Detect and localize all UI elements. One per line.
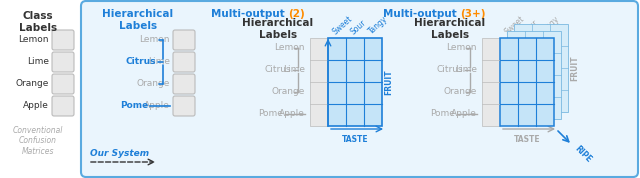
Text: Citrus: Citrus [125,57,156,67]
Text: Our System: Our System [90,150,149,158]
Text: RIPE: RIPE [573,144,593,164]
Bar [328,38,382,126]
Text: (3+): (3+) [460,9,486,19]
Text: Multi-output: Multi-output [383,9,460,19]
Text: Conventional
Confusion
Matrices: Conventional Confusion Matrices [13,126,63,156]
Text: Lemon: Lemon [447,43,477,53]
Text: FRUIT: FRUIT [385,69,394,95]
Text: Lemon: Lemon [140,35,170,44]
Text: Pome: Pome [430,109,455,119]
FancyBboxPatch shape [173,96,195,116]
Text: Tangy: Tangy [367,14,390,36]
Bar [514,24,568,112]
Text: Pome: Pome [120,101,148,111]
Text: Orange: Orange [15,80,49,88]
Text: Lime: Lime [148,57,170,67]
Text: Lemon: Lemon [275,43,305,53]
Text: (2): (2) [288,9,305,19]
Text: TASTE: TASTE [342,135,368,144]
Text: Lime: Lime [27,57,49,67]
Text: Tangy: Tangy [539,14,562,36]
Text: Pome: Pome [258,109,283,119]
Text: Orange: Orange [444,88,477,96]
Text: Lime: Lime [283,66,305,75]
Text: Class
Labels: Class Labels [19,11,57,33]
FancyBboxPatch shape [52,96,74,116]
Text: Sweet: Sweet [331,14,355,36]
Text: Apple: Apple [279,109,305,119]
Text: Hierarchical
Labels: Hierarchical Labels [415,18,486,40]
Text: Apple: Apple [451,109,477,119]
Bar [310,38,328,126]
Text: Citrus: Citrus [264,66,291,75]
Text: Sour: Sour [521,18,540,36]
Text: TASTE: TASTE [514,135,540,144]
Text: Sweet: Sweet [503,14,526,36]
FancyBboxPatch shape [52,30,74,50]
Text: Lemon: Lemon [19,35,49,44]
Text: Orange: Orange [136,80,170,88]
Text: FRUIT: FRUIT [570,55,579,81]
Text: Sour: Sour [349,18,368,36]
Text: Hierarchical
Labels: Hierarchical Labels [243,18,314,40]
Text: Orange: Orange [271,88,305,96]
Text: Lime: Lime [455,66,477,75]
FancyBboxPatch shape [52,74,74,94]
Bar [507,31,561,119]
Text: Hierarchical
Labels: Hierarchical Labels [102,9,173,31]
FancyBboxPatch shape [173,74,195,94]
Bar [500,38,554,126]
Text: Multi-output: Multi-output [211,9,288,19]
Bar [482,38,500,126]
FancyBboxPatch shape [81,1,638,177]
Text: Citrus: Citrus [436,66,463,75]
Text: Apple: Apple [23,101,49,111]
Text: Apple: Apple [144,101,170,111]
FancyBboxPatch shape [173,30,195,50]
FancyBboxPatch shape [173,52,195,72]
FancyBboxPatch shape [52,52,74,72]
